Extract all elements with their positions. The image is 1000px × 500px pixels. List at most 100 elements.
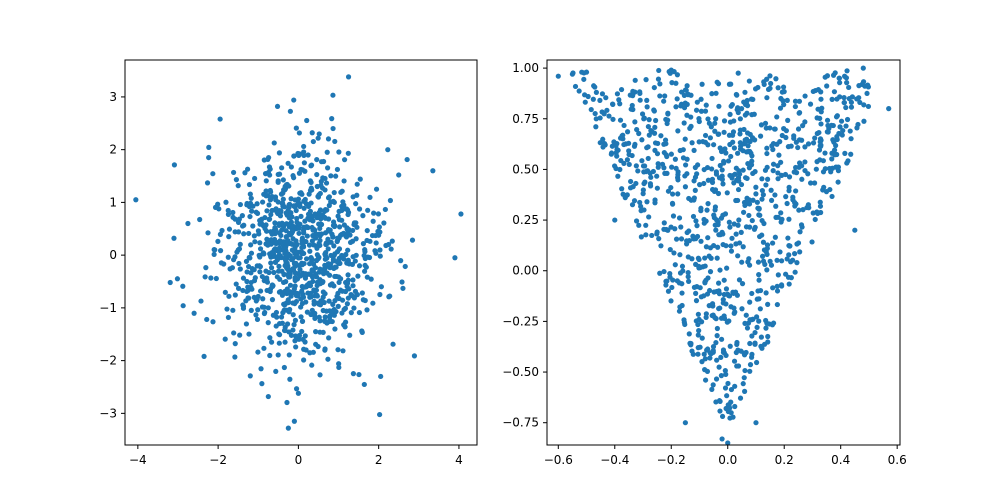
right-scatter-point <box>600 144 606 150</box>
right-scatter-point <box>668 67 674 73</box>
left-scatter-point <box>285 288 291 294</box>
left-scatter-point <box>299 318 306 324</box>
right-scatter-point <box>626 148 632 154</box>
left-scatter-point <box>237 332 243 338</box>
right-scatter-point <box>747 299 753 305</box>
left-scatter-point <box>267 216 273 222</box>
right-scatter-point <box>817 199 823 205</box>
right-scatter-point <box>725 380 731 387</box>
right-scatter-point <box>686 331 692 337</box>
left-scatter-point <box>360 213 366 219</box>
left-scatter-point <box>332 273 338 280</box>
right-scatter-point <box>652 124 658 130</box>
right-scatter-point <box>785 144 791 150</box>
left-scatter-point <box>338 232 344 238</box>
right-scatter-point <box>714 357 720 363</box>
right-scatter-point <box>695 351 701 357</box>
left-scatter-point <box>212 204 219 210</box>
right-scatter-point <box>711 289 717 295</box>
left-scatter-point <box>325 236 331 242</box>
right-scatter-point <box>848 104 855 110</box>
right-scatter-point <box>604 107 610 113</box>
right-scatter-point <box>848 151 854 157</box>
left-scatter-point <box>331 189 337 196</box>
right-scatter-point <box>741 99 747 105</box>
left-scatter-point <box>364 307 370 313</box>
left-scatter-point <box>314 214 321 221</box>
right-scatter-point <box>674 96 680 102</box>
left-scatter-point <box>303 347 309 353</box>
right-scatter-point <box>658 133 664 139</box>
right-scatter-point <box>693 298 700 304</box>
right-scatter-point <box>774 288 781 294</box>
left-scatter-point <box>290 300 296 306</box>
right-scatter-point <box>834 136 840 143</box>
right-scatter-point <box>644 145 650 151</box>
right-scatter-point <box>662 170 668 176</box>
right-scatter-point <box>661 220 667 226</box>
right-scatter-point <box>719 436 725 442</box>
left-scatter-point <box>291 153 297 159</box>
left-scatter-point <box>326 261 332 267</box>
right-scatter-point <box>665 111 671 117</box>
left-scatter-point <box>281 327 288 334</box>
left-scatter-point <box>250 223 256 229</box>
right-scatter-point <box>785 117 791 123</box>
right-scatter-point <box>726 219 732 225</box>
right-scatter-point <box>818 109 824 115</box>
left-scatter-point <box>288 332 295 338</box>
right-scatter-point <box>770 285 776 291</box>
left-scatter-point <box>237 201 243 208</box>
right-scatter-point <box>754 314 760 320</box>
left-scatter-point <box>233 177 239 183</box>
right-scatter-point <box>805 141 812 147</box>
right-scatter-point <box>637 97 643 103</box>
left-scatter-point <box>376 224 382 230</box>
right-scatter-point <box>802 167 808 174</box>
left-scatter-point <box>244 278 250 285</box>
right-scatter-point <box>621 141 627 148</box>
right-scatter-point <box>624 129 631 135</box>
left-scatter-point <box>263 178 269 184</box>
left-scatter-point <box>280 310 286 316</box>
right-scatter-point <box>593 89 599 95</box>
left-scatter-point <box>334 259 340 265</box>
left-scatter-point <box>385 241 392 248</box>
right-scatter-point <box>749 333 755 339</box>
right-scatter-point <box>698 208 704 214</box>
left-scatter-point <box>316 131 322 137</box>
left-scatter-point <box>236 260 242 267</box>
right-scatter-point <box>697 285 703 291</box>
right-scatter-point <box>685 274 691 280</box>
right-scatter-point <box>725 158 732 164</box>
right-scatter-point <box>640 187 646 193</box>
left-scatter-point <box>215 238 221 244</box>
left-scatter-point <box>347 239 354 246</box>
right-scatter-point <box>655 164 661 170</box>
right-scatter-point <box>764 150 770 157</box>
left-scatter-point <box>293 344 299 350</box>
left-scatter-point <box>345 150 351 156</box>
right-scatter-point <box>701 220 707 226</box>
right-scatter-point <box>802 144 808 150</box>
right-scatter-point <box>795 240 802 246</box>
right-scatter-point <box>682 100 688 106</box>
left-scatter-point <box>308 179 314 185</box>
left-scatter-point <box>282 263 288 269</box>
left-scatter-point <box>321 158 327 165</box>
left-scatter-point <box>330 301 336 307</box>
left-scatter-point <box>359 290 365 296</box>
right-scatter-point <box>802 159 808 165</box>
right-scatter-point <box>670 213 677 219</box>
right-scatter-point <box>628 178 634 185</box>
left-scatter-point <box>277 276 283 282</box>
right-scatter-point <box>842 150 848 156</box>
left-scatter-point <box>341 178 347 184</box>
right-scatter-point <box>720 181 726 187</box>
right-scatter-point <box>747 340 753 347</box>
right-scatter-point <box>727 405 733 411</box>
right-scatter-point <box>631 198 638 204</box>
right-scatter-point <box>689 348 695 354</box>
left-scatter-point <box>242 170 248 176</box>
right-scatter-point <box>748 162 755 168</box>
